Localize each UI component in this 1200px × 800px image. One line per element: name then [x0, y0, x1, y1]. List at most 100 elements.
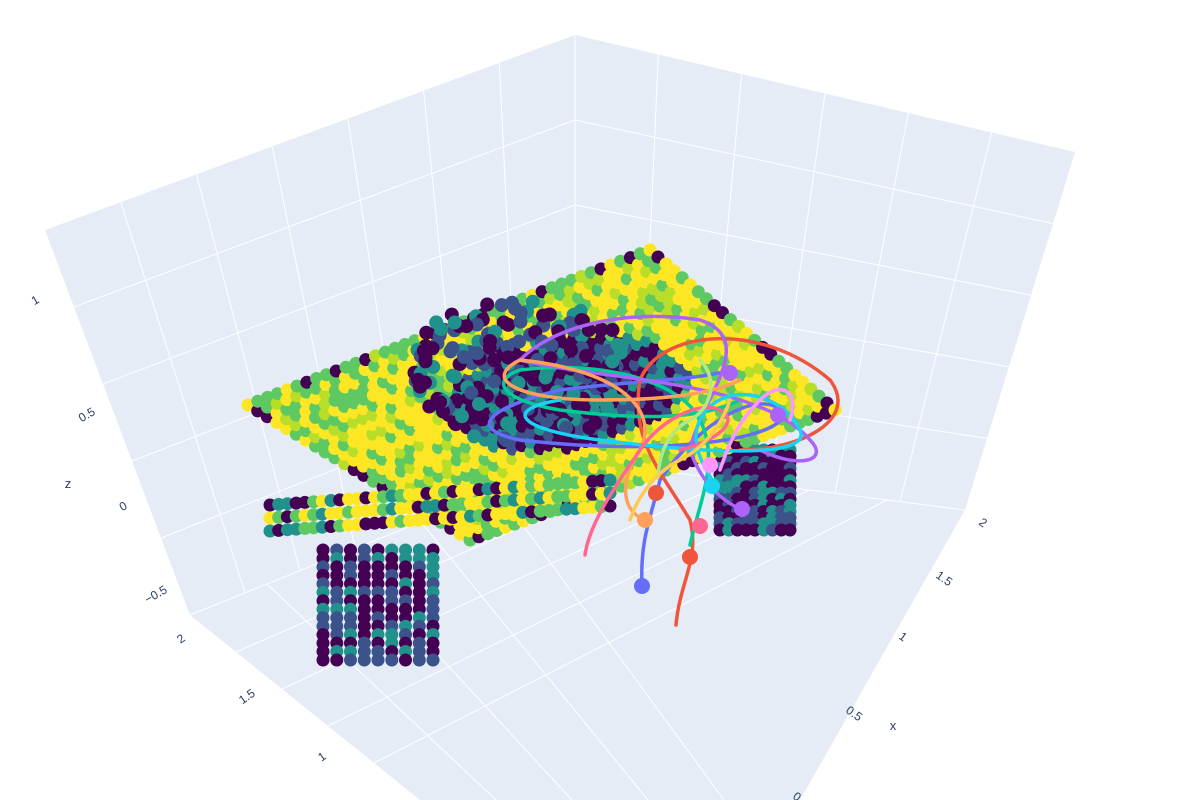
surface-marker — [783, 523, 797, 537]
trajectory-marker — [702, 457, 718, 473]
surface-marker — [483, 334, 497, 348]
z-tick-neg-0.5: −0.5 — [142, 582, 170, 606]
surface-marker — [594, 322, 609, 337]
trajectory-marker — [634, 578, 650, 594]
surface-marker — [319, 378, 333, 392]
surface-marker — [419, 325, 434, 340]
surface-marker — [500, 339, 515, 354]
surface-marker — [487, 374, 502, 389]
surface-marker — [416, 343, 431, 358]
trajectory-line — [718, 388, 795, 472]
trajectory-marker — [637, 512, 653, 528]
grid-line — [899, 132, 993, 502]
surface-marker — [309, 381, 323, 395]
surface-marker — [310, 372, 324, 385]
grid-line — [271, 146, 356, 549]
surface-marker — [348, 376, 362, 390]
surface-marker — [513, 314, 528, 329]
surface-marker — [270, 387, 284, 401]
surface-marker — [387, 361, 401, 375]
trajectory-line — [523, 392, 803, 482]
surface-marker — [464, 385, 479, 400]
surface-marker — [260, 400, 274, 414]
surface-marker — [339, 360, 353, 374]
x-tick-2: 2 — [976, 515, 990, 530]
trajectory-marker — [734, 501, 750, 517]
surface-marker — [397, 348, 411, 362]
surface-marker — [467, 429, 482, 444]
surface-marker — [494, 394, 509, 409]
surface-marker — [508, 301, 522, 316]
trajectory-marker — [704, 478, 720, 494]
surface-marker — [500, 416, 515, 431]
surface-marker — [316, 653, 330, 667]
surface-marker — [369, 349, 382, 363]
floor-pane — [190, 460, 965, 800]
surface-marker — [480, 297, 495, 312]
surface-marker — [290, 379, 304, 393]
surface-marker — [261, 390, 275, 404]
x-axis-title: x — [890, 718, 897, 733]
z-tick-0: 0 — [117, 498, 130, 514]
surface-marker — [290, 389, 304, 403]
surface-marker — [417, 375, 432, 390]
surface-marker — [448, 369, 463, 384]
trajectory-line — [628, 398, 732, 522]
surface-marker — [270, 406, 284, 420]
surface-marker — [398, 338, 412, 351]
surface-marker — [457, 350, 472, 364]
surface-marker — [582, 421, 597, 435]
x-tick-1: 1 — [896, 629, 910, 644]
surface-marker — [600, 400, 615, 415]
grid-line — [420, 521, 649, 800]
surface-marker — [319, 368, 333, 382]
surface-marker — [605, 354, 620, 369]
surface-marker — [359, 353, 373, 367]
surface-marker — [445, 341, 460, 356]
surface-marker — [571, 398, 585, 412]
trajectory-marker — [648, 485, 664, 501]
surface-marker — [412, 653, 426, 667]
surface-marker — [527, 372, 541, 387]
surface-marker — [469, 317, 484, 332]
surface-marker — [433, 395, 448, 410]
surface-marker — [426, 653, 440, 667]
grid-line — [373, 499, 888, 764]
surface-marker — [371, 653, 385, 667]
surface-marker — [496, 315, 511, 330]
surface-marker — [348, 366, 362, 380]
surface-marker — [329, 364, 343, 378]
surface-marker — [309, 391, 323, 405]
surface-marker — [543, 351, 558, 366]
surface-marker — [339, 370, 352, 384]
surface-marker — [614, 338, 629, 353]
surface-marker — [280, 393, 294, 407]
surface-marker — [357, 653, 371, 667]
surface-marker — [378, 355, 392, 369]
grid-line — [497, 490, 725, 800]
surface-marker — [447, 315, 462, 330]
surface-marker — [422, 399, 437, 414]
surface-marker — [344, 653, 357, 667]
surface-marker — [579, 348, 594, 363]
y-tick-2: 2 — [174, 631, 188, 646]
surface-marker — [472, 397, 486, 411]
surface-marker — [544, 338, 559, 353]
x-tick-0: 0 — [790, 789, 804, 800]
surface-marker — [487, 353, 502, 368]
grid-line — [281, 479, 732, 690]
grid-line — [574, 204, 1032, 296]
z-tick-1: 1 — [29, 292, 42, 308]
trajectory-marker — [770, 407, 786, 423]
grid-line — [102, 204, 576, 385]
surface-marker — [512, 334, 526, 349]
surface-marker — [280, 383, 294, 397]
surface-marker — [603, 473, 617, 487]
surface-marker — [459, 319, 474, 334]
surface-marker — [399, 653, 412, 667]
trajectory-marker — [722, 365, 738, 381]
surface-marker — [525, 294, 540, 309]
y-tick-1: 1 — [315, 749, 329, 764]
surface-marker — [470, 346, 485, 361]
